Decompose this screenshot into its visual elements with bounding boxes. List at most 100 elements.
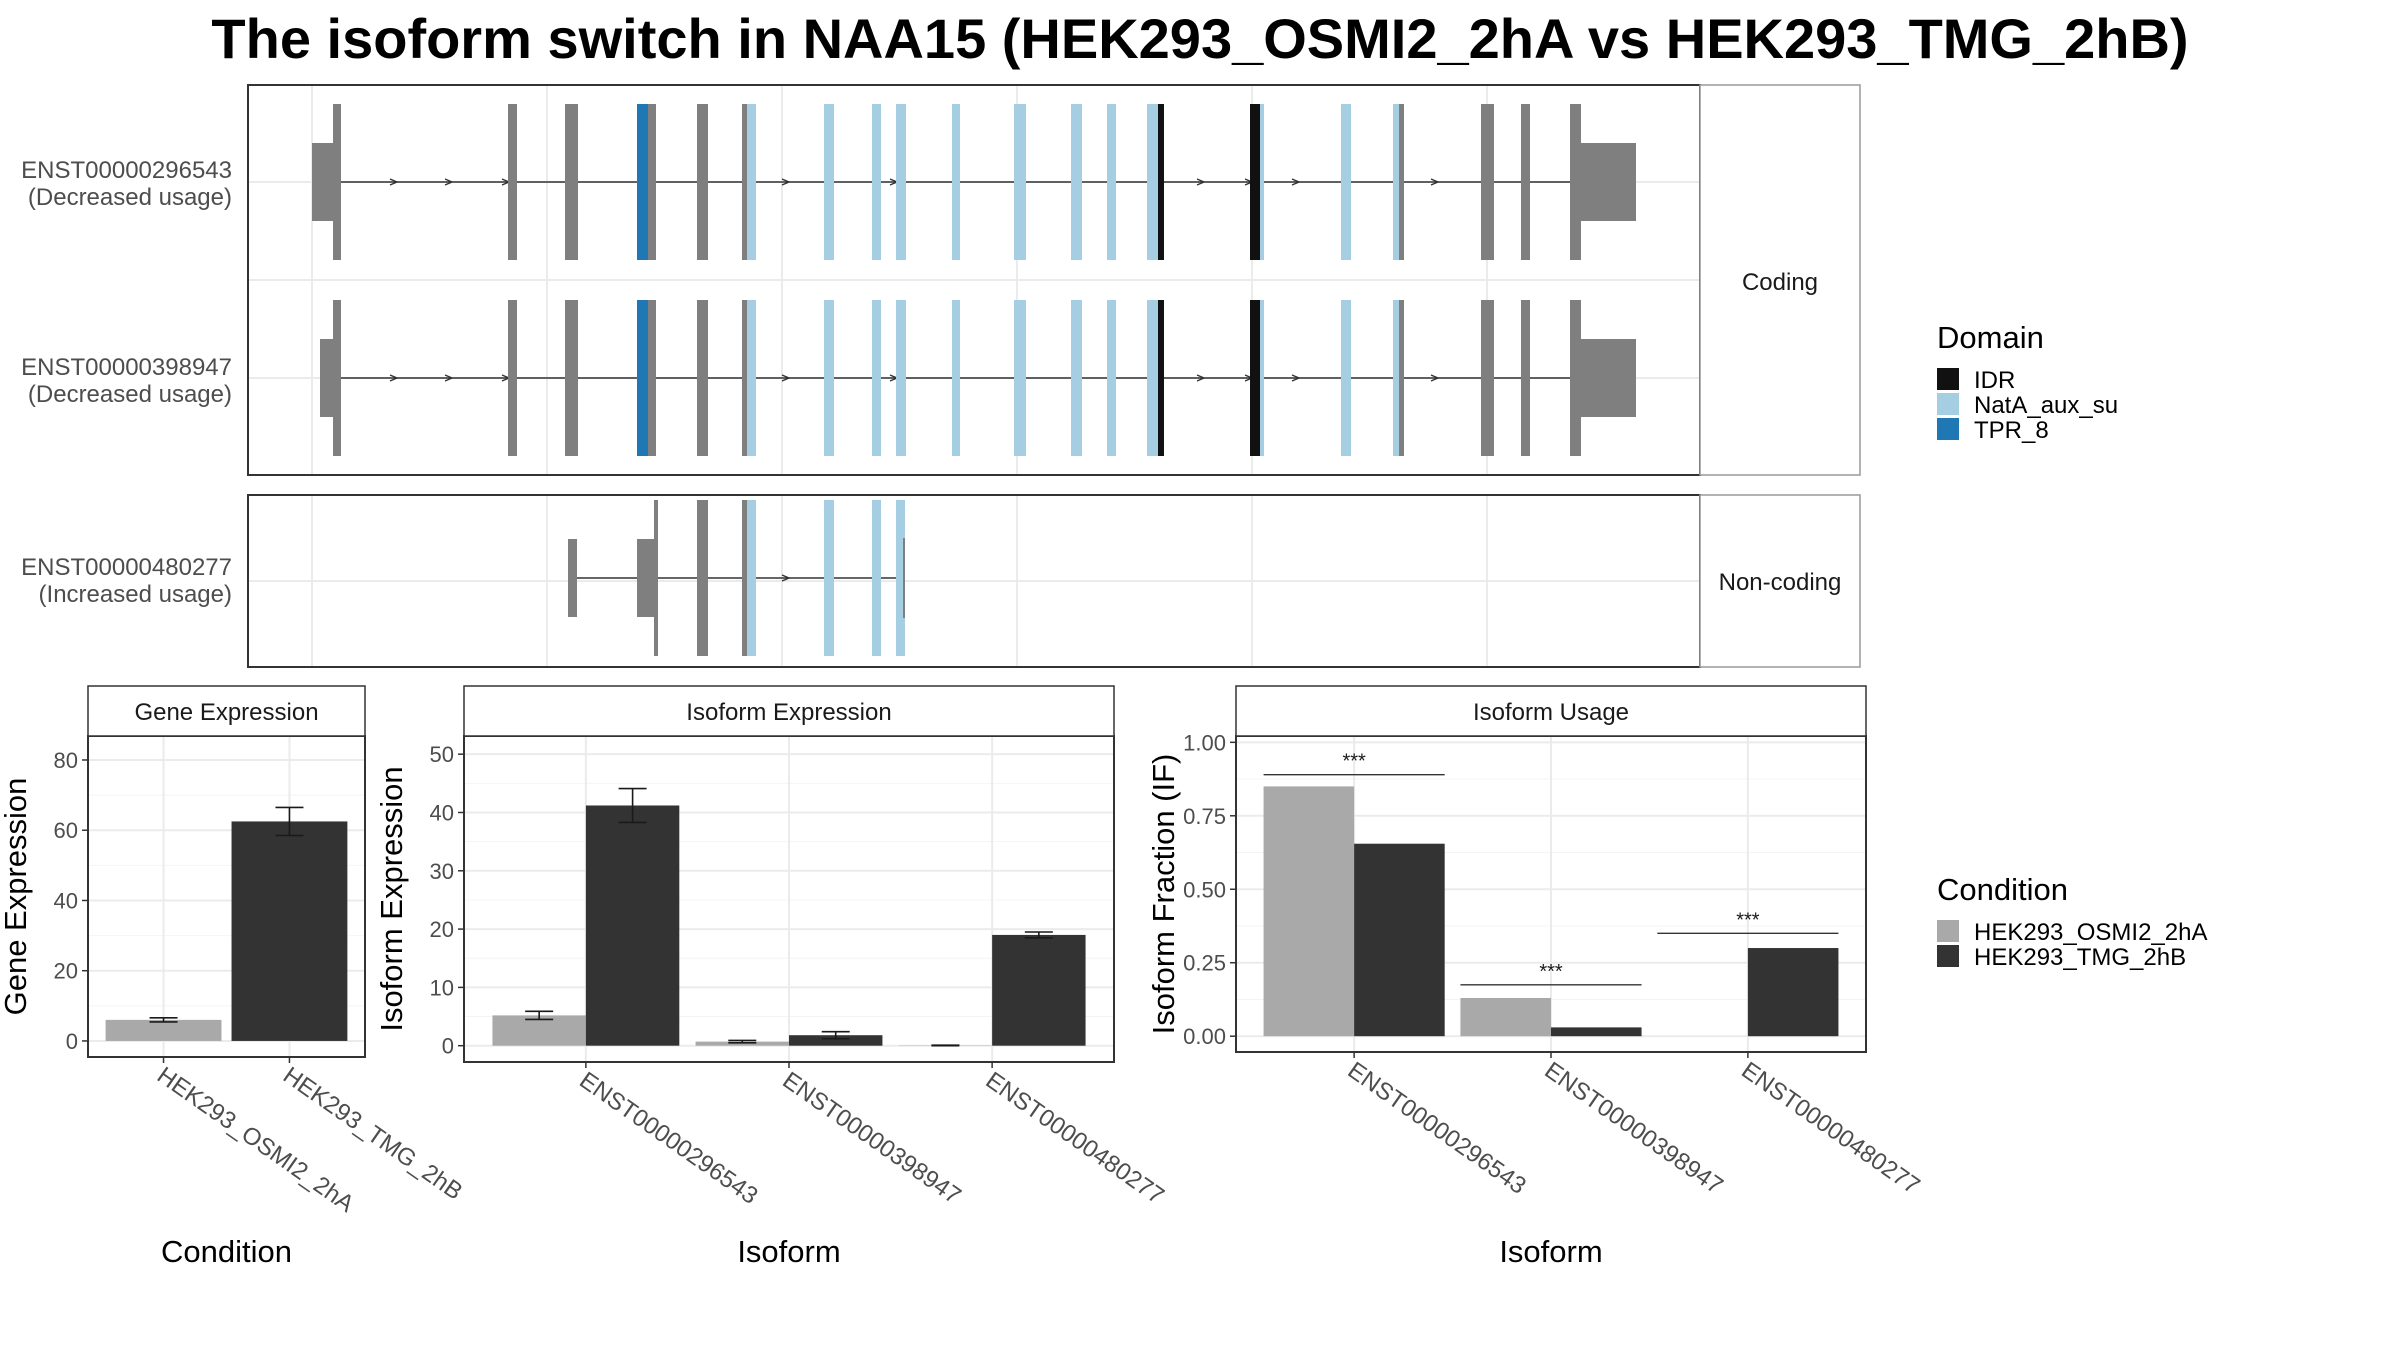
bar bbox=[695, 1041, 789, 1046]
domain-block-nata_aux_su bbox=[1260, 104, 1264, 260]
domain-block-nata_aux_su bbox=[1107, 104, 1116, 260]
domain-block-nata_aux_su bbox=[896, 300, 906, 456]
domain-block-nata_aux_su bbox=[747, 104, 756, 260]
x-tick-label: ENST00000296543 bbox=[1343, 1057, 1531, 1200]
legend-key-idr bbox=[1937, 368, 1959, 390]
bar bbox=[992, 934, 1086, 1046]
facet-label-noncoding: Non-coding bbox=[1719, 569, 1842, 596]
exon-block bbox=[697, 104, 708, 260]
intron-direction-arrow bbox=[1196, 374, 1206, 382]
condition-legend-title: Condition bbox=[1937, 872, 2068, 907]
intron-direction-arrow bbox=[1430, 374, 1440, 382]
domain-block-nata_aux_su bbox=[1014, 300, 1026, 456]
exon-block bbox=[648, 104, 656, 260]
chart-panel-isoform-usage: 0.00 0.25 0.50 0.75 1.00 *** *** *** Isoform Usa… bbox=[1146, 685, 1925, 1269]
condition-legend: Condition HEK293_OSMI2_2hA HEK293_TMG_2h… bbox=[1937, 872, 2207, 971]
domain-block-nata_aux_su bbox=[872, 104, 881, 260]
bar bbox=[1460, 997, 1551, 1037]
exon-block bbox=[333, 154, 335, 210]
domain-block-nata_aux_su bbox=[824, 300, 834, 456]
isoform-label-id: ENST00000296543 bbox=[21, 157, 232, 184]
domain-block-idr bbox=[1158, 300, 1164, 456]
domain-block-tpr_8 bbox=[637, 300, 648, 456]
exon-block bbox=[1481, 300, 1494, 456]
domain-block-nata_aux_su bbox=[952, 104, 960, 260]
noncoding-facet-strip bbox=[1699, 494, 1861, 668]
domain-block-nata_aux_su bbox=[896, 500, 905, 656]
intron-direction-arrow bbox=[389, 178, 399, 186]
y-tick-label: 0.00 bbox=[1183, 1024, 1226, 1049]
domain-block-nata_aux_su bbox=[1147, 300, 1158, 456]
domain-block-nata_aux_su bbox=[1071, 104, 1082, 260]
exon-block bbox=[697, 300, 708, 456]
y-tick-label: 50 bbox=[430, 742, 454, 767]
y-tick-label: 80 bbox=[54, 748, 78, 773]
domain-block-nata_aux_su bbox=[1107, 300, 1116, 456]
bar bbox=[492, 1015, 586, 1046]
bar bbox=[789, 1035, 883, 1046]
domain-legend-title: Domain bbox=[1937, 320, 2044, 355]
facet-strip bbox=[87, 685, 366, 737]
intron-direction-arrow bbox=[1196, 178, 1206, 186]
domain-block-idr bbox=[1250, 300, 1260, 456]
y-tick-label: 1.00 bbox=[1183, 730, 1226, 755]
exon-block bbox=[1399, 300, 1404, 456]
domain-block-nata_aux_su bbox=[1260, 300, 1264, 456]
domain-block-nata_aux_su bbox=[1341, 104, 1351, 260]
isoform-label-id: ENST00000480277 bbox=[21, 554, 232, 581]
legend-label-idr: IDR bbox=[1974, 367, 2015, 394]
intron-direction-arrow bbox=[1291, 178, 1301, 186]
exon-block bbox=[1521, 104, 1530, 260]
domain-block-idr bbox=[1250, 104, 1260, 260]
coding-facet-strip bbox=[1699, 84, 1861, 476]
exon-block bbox=[637, 539, 654, 617]
significance-label: *** bbox=[1342, 751, 1366, 773]
significance-label: *** bbox=[1736, 909, 1760, 931]
y-tick-label: 10 bbox=[430, 975, 454, 1000]
exon-block bbox=[1570, 300, 1581, 456]
exon-block bbox=[312, 143, 333, 221]
legend-key-osmi bbox=[1937, 920, 1959, 942]
isoform-label-id: ENST00000398947 bbox=[21, 354, 232, 381]
y-tick-label: 0 bbox=[66, 1029, 78, 1054]
domain-block-nata_aux_su bbox=[872, 300, 881, 456]
x-axis-title: Isoform bbox=[1499, 1234, 1602, 1269]
y-tick-label: 20 bbox=[430, 917, 454, 942]
x-tick-label: ENST00000296543 bbox=[574, 1067, 762, 1210]
domain-block-nata_aux_su bbox=[824, 500, 834, 656]
y-tick-label: 0 bbox=[442, 1034, 454, 1059]
figure-title: The isoform switch in NAA15 (HEK293_OSMI… bbox=[211, 7, 2188, 70]
exon-block bbox=[1399, 104, 1404, 260]
exon-block bbox=[320, 339, 333, 417]
bar bbox=[1354, 843, 1445, 1037]
y-tick-label: 0.50 bbox=[1183, 877, 1226, 902]
exon-block bbox=[1521, 300, 1530, 456]
strip-label: Gene Expression bbox=[134, 699, 318, 726]
domain-block-nata_aux_su bbox=[1071, 300, 1082, 456]
exon-block bbox=[1581, 339, 1636, 417]
isoform-label-usage: (Decreased usage) bbox=[28, 184, 232, 211]
exon-block bbox=[1570, 104, 1581, 260]
intron-direction-arrow bbox=[1430, 178, 1440, 186]
legend-label-tmg: HEK293_TMG_2hB bbox=[1974, 944, 2186, 971]
intron-direction-arrow bbox=[781, 178, 791, 186]
y-tick-label: 60 bbox=[54, 818, 78, 843]
legend-label-tpr: TPR_8 bbox=[1974, 417, 2049, 444]
isoform-label-usage: (Increased usage) bbox=[39, 581, 232, 608]
domain-block-nata_aux_su bbox=[1147, 104, 1158, 260]
domain-block-nata_aux_su bbox=[747, 300, 756, 456]
exon-block bbox=[333, 300, 341, 456]
domain-block-nata_aux_su bbox=[1014, 104, 1026, 260]
bar bbox=[585, 805, 680, 1046]
coding-structure-panel: Coding ENST00000296543 (Decreased usage)… bbox=[21, 84, 1861, 476]
exon-block bbox=[565, 300, 578, 456]
x-tick-label: ENST00000480277 bbox=[1736, 1057, 1924, 1200]
chart-panel-isoform-expression: 0 10 20 30 40 50 Isoform Expression ENST0000029… bbox=[374, 685, 1169, 1269]
exon-block bbox=[742, 300, 747, 456]
domain-block-nata_aux_su bbox=[824, 104, 834, 260]
strip-label: Isoform Usage bbox=[1473, 699, 1629, 726]
x-axis-title: Isoform bbox=[737, 1234, 840, 1269]
bar bbox=[231, 821, 348, 1041]
isoform-label-usage: (Decreased usage) bbox=[28, 381, 232, 408]
